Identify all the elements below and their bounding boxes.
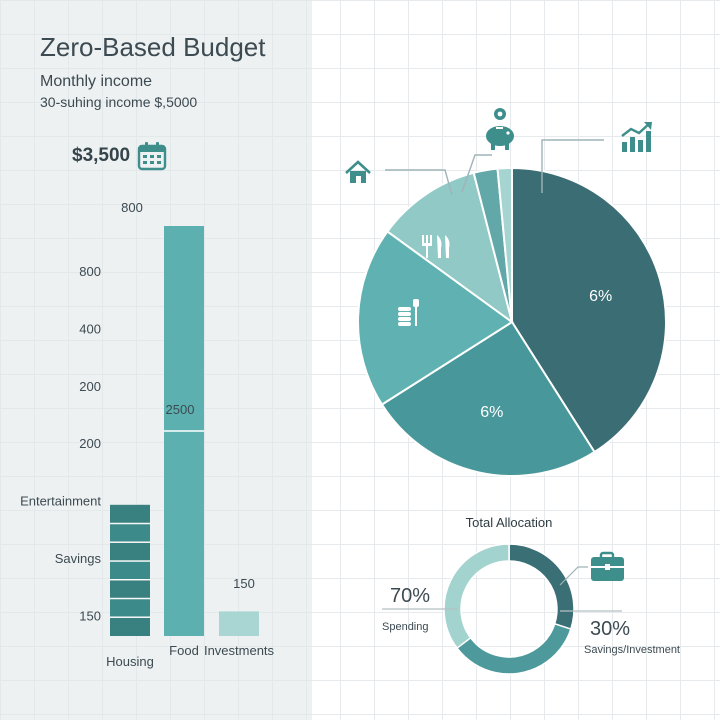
pie-slice-food [380,320,596,477]
donut-title: Total Allocation [466,515,553,530]
y-tick-label-2: 200 [79,379,101,394]
briefcase-leader-line [559,566,588,586]
spending-caption: Spending [382,621,429,633]
data-label-food: 2500 [166,402,195,417]
briefcase-icon [591,551,624,581]
page-title: Zero-Based Budget [40,32,266,62]
income-detail: 30-suhing income $,5000 [40,94,198,110]
pie-chart: 6% 6% [345,108,667,477]
bar-chart: 800 400 200 200 Entertainment Savings 150 800 Ho… [20,200,275,669]
data-label-housing: 800 [121,200,143,215]
donut-chart: Total Allocation 70% Spending 30% Saving… [382,515,680,675]
bar-housing [110,504,150,636]
bar-investments [219,611,259,636]
piggy-bank-icon [486,108,514,150]
y-tick-label-4: Entertainment [20,494,101,509]
growth-callout [541,122,652,193]
x-label-housing: Housing [106,654,154,669]
dining-icon [398,299,419,326]
y-tick-label-0: 800 [79,264,101,279]
savings-percent-label: 30% [590,618,630,640]
y-tick-label-3: 200 [79,436,101,451]
pie-label-food: 6% [480,404,503,421]
savings-caption: Savings/Investment [584,644,680,656]
donut-slice-savings-investment [508,543,575,631]
pie-slice-investments [496,166,513,323]
income-total: $3,500 [72,145,131,166]
bar-segment-shade [110,579,150,599]
pie-slice-housing [386,171,514,325]
subtitle: Monthly income [40,73,153,90]
pie-slice-dining [357,230,514,406]
growth-chart-icon [621,122,652,152]
data-label-investments: 150 [233,576,255,591]
donut-highlight-arc [443,543,510,650]
spending-percent-label: 70% [390,585,430,607]
calendar-icon [137,142,167,171]
home-callout [345,160,453,196]
piggy-bank-callout [461,108,514,193]
x-label-investments: Investments [204,643,275,658]
bar-segment-shade [110,504,150,524]
bar-segment-shade [110,542,150,562]
left-panel [0,0,312,720]
y-tick-label-5: Savings [55,551,102,566]
fork-knife-icon [422,235,450,258]
bar-segment-shade [110,617,150,636]
home-icon [345,160,371,183]
x-label-food: Food [169,643,199,658]
y-tick-label-1: 400 [79,321,101,336]
y-tick-label-6: 150 [79,608,101,623]
pie-label-spending: 6% [589,288,612,305]
